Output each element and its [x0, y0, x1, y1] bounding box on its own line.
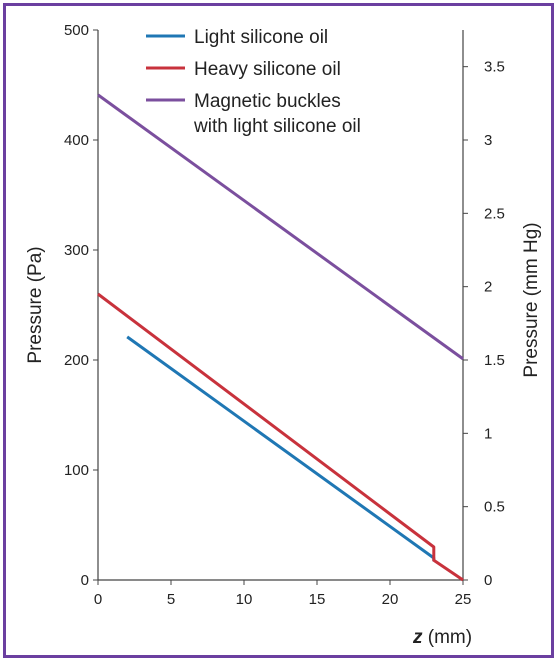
x-tick-label: 20	[382, 591, 399, 608]
chart-frame	[3, 3, 554, 658]
legend-label-1: Light silicone oil	[194, 27, 328, 48]
x-tick-label: 10	[236, 591, 253, 608]
y-tick-label: 500	[64, 22, 89, 39]
x-tick-label: 5	[167, 591, 175, 608]
y2-tick-label: 2.5	[484, 205, 505, 222]
x-tick-label: 25	[455, 591, 472, 608]
y2-tick-label: 0	[484, 572, 492, 589]
y2-tick-label: 1	[484, 425, 492, 442]
y-tick-label: 300	[64, 242, 89, 259]
y2-tick-label: 1.5	[484, 352, 505, 369]
x-axis-title: z (mm)	[412, 627, 472, 648]
legend-label-3-line2: with light silicone oil	[193, 116, 361, 137]
axes: 0 100 200 300 400 500 0 0.5 1 1.5 2 2.5 3 3.5 0 5 10 15 20…	[64, 22, 505, 608]
legend-label-3: Magnetic buckles	[194, 91, 341, 112]
y-tick-label: 0	[81, 572, 89, 589]
legend: Light silicone oil Heavy silicone oil Magn…	[146, 27, 361, 137]
y-tick-label: 400	[64, 132, 89, 149]
legend-label-2: Heavy silicone oil	[194, 59, 341, 80]
y2-axis-title: Pressure (mm Hg)	[521, 222, 542, 377]
y2-tick-label: 2	[484, 279, 492, 296]
x-tick-label: 0	[94, 591, 102, 608]
y-tick-label: 200	[64, 352, 89, 369]
x-axis-variable: z	[412, 627, 423, 648]
y2-tick-label: 0.5	[484, 499, 505, 516]
y2-tick-label: 3.5	[484, 59, 505, 76]
series-layer	[97, 93, 464, 582]
x-tick-label: 15	[309, 591, 326, 608]
y2-tick-label: 3	[484, 132, 492, 149]
y-axis-title: Pressure (Pa)	[25, 246, 46, 363]
series-line-1	[126, 335, 436, 562]
x-axis-unit: (mm)	[423, 627, 473, 648]
series-line-3	[97, 93, 464, 361]
y-tick-label: 100	[64, 462, 89, 479]
series-line-2	[97, 292, 464, 582]
